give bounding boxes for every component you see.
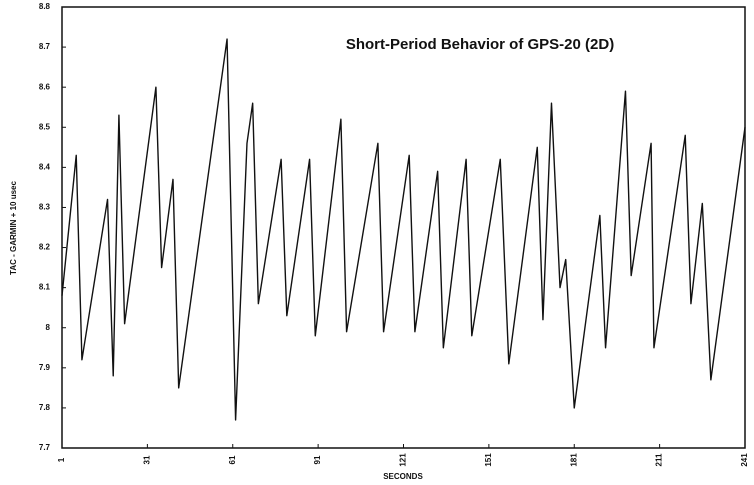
y-tick-label: 8 xyxy=(46,323,51,332)
y-tick-label: 8.3 xyxy=(39,203,51,212)
y-axis-title: TAC - GARMIN + 10 usec xyxy=(9,181,18,275)
y-tick-label: 8.1 xyxy=(39,283,51,292)
x-tick-label: 211 xyxy=(655,453,664,466)
y-tick-label: 8.8 xyxy=(39,2,51,11)
x-tick-label: 31 xyxy=(142,455,151,464)
y-tick-label: 8.2 xyxy=(39,243,51,252)
x-tick-label: 181 xyxy=(569,453,578,467)
x-tick-label: 91 xyxy=(313,455,322,464)
y-tick-label: 8.5 xyxy=(39,122,51,131)
y-tick-label: 7.9 xyxy=(39,363,51,372)
y-tick-label: 8.4 xyxy=(39,162,51,171)
x-tick-label: 121 xyxy=(399,453,408,467)
x-tick-label: 1 xyxy=(57,457,66,462)
x-tick-label: 151 xyxy=(484,453,493,467)
y-tick-label: 7.7 xyxy=(39,443,51,452)
y-tick-label: 8.6 xyxy=(39,82,51,91)
y-tick-label: 7.8 xyxy=(39,403,51,412)
chart-title: Short-Period Behavior of GPS-20 (2D) xyxy=(346,36,614,53)
data-line xyxy=(61,38,746,421)
plot-frame xyxy=(61,6,746,449)
x-tick-label: 61 xyxy=(228,455,237,464)
x-tick-label: 241 xyxy=(740,453,749,467)
x-axis-title: SECONDS xyxy=(383,472,423,481)
y-tick-label: 8.7 xyxy=(39,42,51,51)
